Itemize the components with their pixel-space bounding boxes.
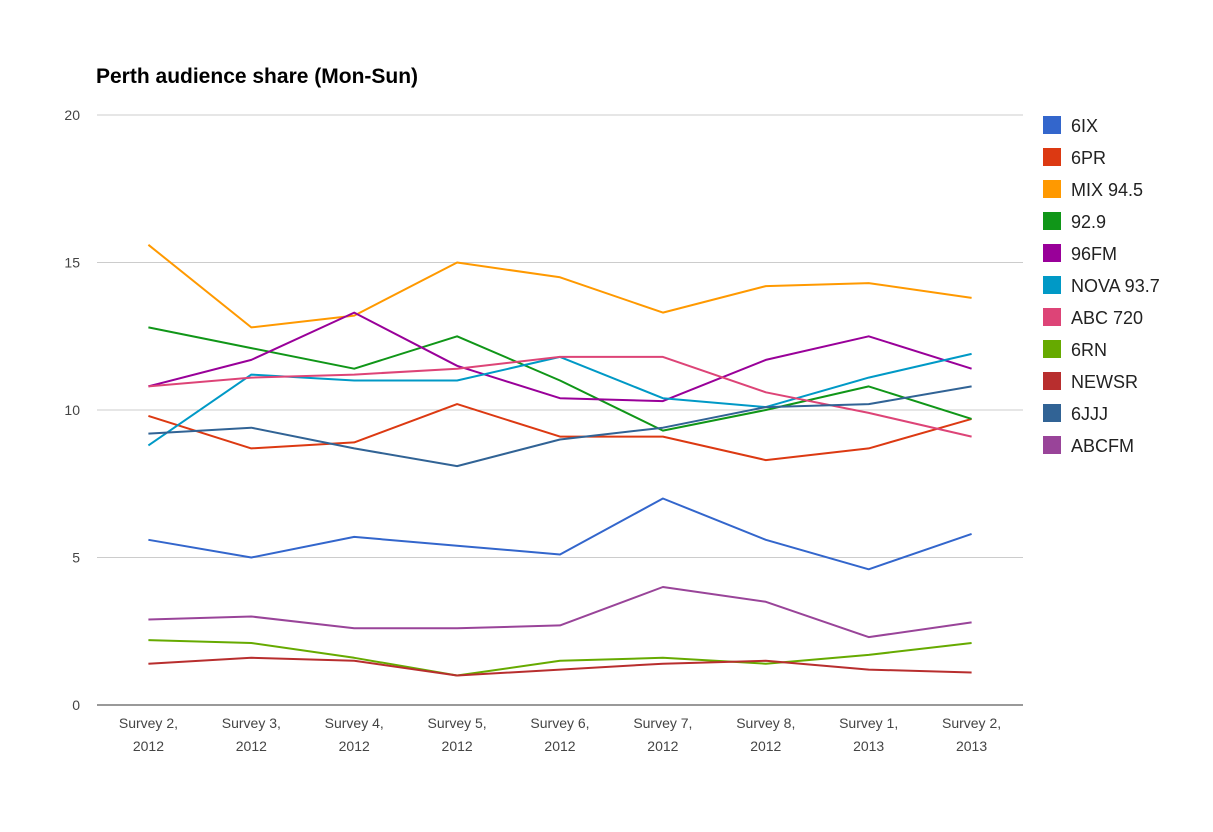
x-tick-label: Survey 6, [530, 715, 589, 731]
legend-swatch [1043, 116, 1061, 134]
legend-swatch [1043, 212, 1061, 230]
series-line-92-9 [148, 326, 972, 432]
x-tick-label: 2012 [442, 738, 473, 754]
legend-label: NOVA 93.7 [1071, 276, 1160, 296]
series-line-96fm [148, 311, 972, 403]
y-axis-ticks: 0 5 10 15 20 [64, 107, 80, 713]
y-tick-label: 10 [64, 402, 80, 418]
legend-label: 6JJJ [1071, 404, 1108, 424]
legend-swatch [1043, 180, 1061, 198]
legend-label: NEWSR [1071, 372, 1138, 392]
legend-label: ABC 720 [1071, 308, 1143, 328]
chart-title: Perth audience share (Mon-Sun) [96, 65, 418, 88]
legend-swatch [1043, 372, 1061, 390]
y-tick-label: 15 [64, 255, 80, 271]
x-tick-label: 2012 [544, 738, 575, 754]
series-line-abcfm [148, 586, 972, 639]
series-line-mix-94-5 [147, 244, 972, 329]
y-tick-label: 0 [72, 697, 80, 713]
x-tick-label: Survey 2, [119, 715, 178, 731]
y-tick-label: 20 [64, 107, 80, 123]
y-tick-label: 5 [72, 550, 80, 566]
x-tick-label: Survey 7, [633, 715, 692, 731]
series-lines [147, 244, 972, 677]
x-tick-label: 2013 [853, 738, 884, 754]
x-tick-label: 2012 [236, 738, 267, 754]
series-line-6rn [148, 639, 972, 677]
legend-label: 6PR [1071, 148, 1106, 168]
legend-label: ABCFM [1071, 436, 1134, 456]
legend-swatch [1043, 340, 1061, 358]
series-line-abc-720 [148, 355, 972, 438]
x-tick-label: Survey 2, [942, 715, 1001, 731]
series-line-6ix [148, 497, 972, 571]
legend-swatch [1043, 308, 1061, 326]
series-line-newsr [148, 656, 972, 677]
legend-label: 92.9 [1071, 212, 1106, 232]
x-tick-label: Survey 3, [222, 715, 281, 731]
x-tick-label: 2012 [133, 738, 164, 754]
series-line-6jjj [148, 385, 972, 468]
legend: 6IX 6PR MIX 94.5 92.9 96FM NOVA 93.7 ABC 720 6R… [1043, 116, 1160, 456]
legend-label: 6IX [1071, 116, 1098, 136]
legend-swatch [1043, 244, 1061, 262]
legend-swatch [1043, 148, 1061, 166]
series-line-6pr [148, 403, 972, 462]
x-tick-label: Survey 4, [325, 715, 384, 731]
x-tick-label: Survey 8, [736, 715, 795, 731]
x-tick-label: 2013 [956, 738, 987, 754]
legend-label: 96FM [1071, 244, 1117, 264]
legend-swatch [1043, 276, 1061, 294]
x-tick-label: Survey 5, [428, 715, 487, 731]
x-axis-ticks: Survey 2, 2012 Survey 3, 2012 Survey 4, 2012 S… [119, 715, 1001, 754]
x-tick-label: 2012 [647, 738, 678, 754]
legend-swatch [1043, 404, 1061, 422]
legend-label: 6RN [1071, 340, 1107, 360]
legend-label: MIX 94.5 [1071, 180, 1143, 200]
x-tick-label: 2012 [750, 738, 781, 754]
x-tick-label: 2012 [339, 738, 370, 754]
x-tick-label: Survey 1, [839, 715, 898, 731]
legend-swatch [1043, 436, 1061, 454]
